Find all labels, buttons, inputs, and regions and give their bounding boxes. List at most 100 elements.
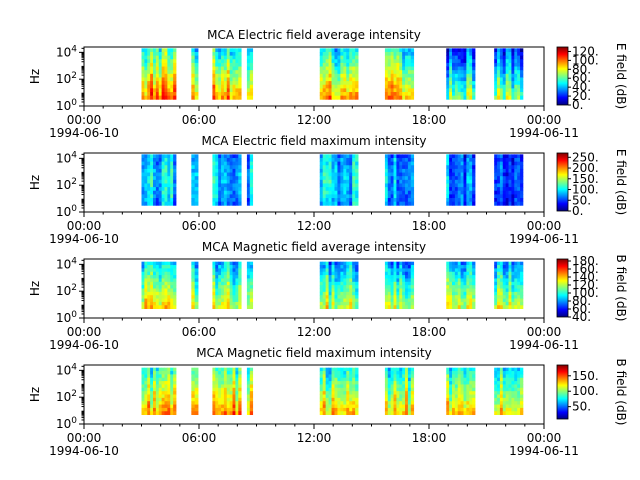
data-cell [469, 295, 473, 299]
data-cell [494, 187, 498, 192]
data-cell [173, 179, 177, 184]
data-cell [226, 407, 231, 412]
data-cell [520, 179, 524, 184]
data-cell [325, 367, 329, 372]
data-cell [407, 92, 412, 97]
data-cell [410, 77, 415, 82]
data-cell [390, 295, 394, 299]
data-cell [346, 288, 350, 293]
data-cell [494, 194, 498, 199]
data-cell [141, 278, 145, 283]
data-cell [505, 95, 509, 100]
data-cell [514, 391, 518, 395]
data-cell [194, 51, 199, 57]
data-cell [167, 301, 171, 306]
data-cell [520, 77, 524, 82]
data-cell [472, 271, 476, 276]
data-cell [334, 157, 338, 163]
data-cell [497, 394, 501, 399]
data-cell [390, 407, 394, 412]
data-cell [520, 261, 524, 266]
data-cell [249, 401, 254, 405]
data-cell [319, 73, 324, 78]
data-cell [141, 51, 145, 57]
data-cell [325, 295, 329, 299]
data-cell [322, 271, 327, 276]
data-cell [396, 377, 400, 382]
data-cell [215, 51, 219, 57]
data-cell [238, 59, 242, 64]
data-cell [173, 157, 177, 163]
data-cell [147, 275, 151, 279]
data-cell [153, 62, 157, 67]
data-cell [499, 271, 504, 276]
data-cell [246, 73, 251, 78]
data-cell [346, 384, 350, 389]
data-cell [514, 411, 518, 416]
data-cell [141, 88, 145, 93]
data-cell [173, 268, 177, 273]
data-cell [402, 59, 406, 64]
data-cell [249, 70, 254, 75]
data-cell [505, 157, 509, 163]
data-cell [511, 371, 515, 375]
data-cell [191, 70, 196, 75]
data-cell [463, 295, 467, 299]
data-cell [463, 407, 467, 412]
data-cell [396, 288, 400, 293]
data-cell [396, 391, 400, 395]
data-cell [446, 194, 450, 199]
data-cell [164, 62, 168, 67]
data-cell [235, 301, 239, 306]
data-cell [170, 278, 174, 283]
data-cell [194, 275, 199, 279]
data-cell [508, 377, 512, 382]
data-cell [511, 407, 515, 412]
data-cell [215, 295, 219, 299]
data-cell [349, 265, 353, 269]
data-cell [469, 66, 473, 71]
data-cell [502, 281, 507, 286]
data-cell [328, 92, 332, 97]
data-cell [452, 77, 456, 82]
data-cell [517, 281, 521, 286]
data-cell [249, 367, 254, 372]
data-cell [508, 367, 512, 372]
data-cell [155, 201, 160, 206]
data-cell [337, 265, 341, 269]
data-cell [352, 157, 356, 163]
data-cell [494, 81, 498, 86]
data-cell [449, 298, 453, 303]
data-cell [167, 55, 171, 60]
data-cell [508, 198, 512, 203]
data-cell [153, 271, 157, 276]
data-cell [452, 194, 456, 199]
data-cell [340, 387, 344, 392]
data-cell [497, 391, 501, 395]
data-cell [221, 377, 225, 382]
data-cell [340, 84, 344, 89]
data-cell [164, 371, 168, 375]
data-cell [466, 165, 470, 170]
data-cell [153, 179, 157, 184]
data-cell [319, 179, 324, 184]
data-cell [454, 301, 459, 306]
data-cell [223, 165, 228, 170]
data-cell [446, 187, 450, 192]
data-cell [147, 48, 151, 53]
data-cell [514, 367, 518, 372]
x-tick-date: 1994-06-10 [49, 338, 119, 352]
data-cell [235, 295, 239, 299]
x-tick-date: 1994-06-10 [49, 126, 119, 140]
data-cell [141, 377, 145, 382]
data-cell [319, 371, 324, 375]
data-cell [452, 281, 456, 286]
data-cell [158, 394, 163, 399]
data-cell [167, 275, 171, 279]
data-cell [155, 95, 160, 100]
data-cell [393, 301, 397, 306]
data-cell [511, 278, 515, 283]
data-cell [384, 77, 389, 82]
data-cell [191, 62, 196, 67]
data-cell [155, 70, 160, 75]
